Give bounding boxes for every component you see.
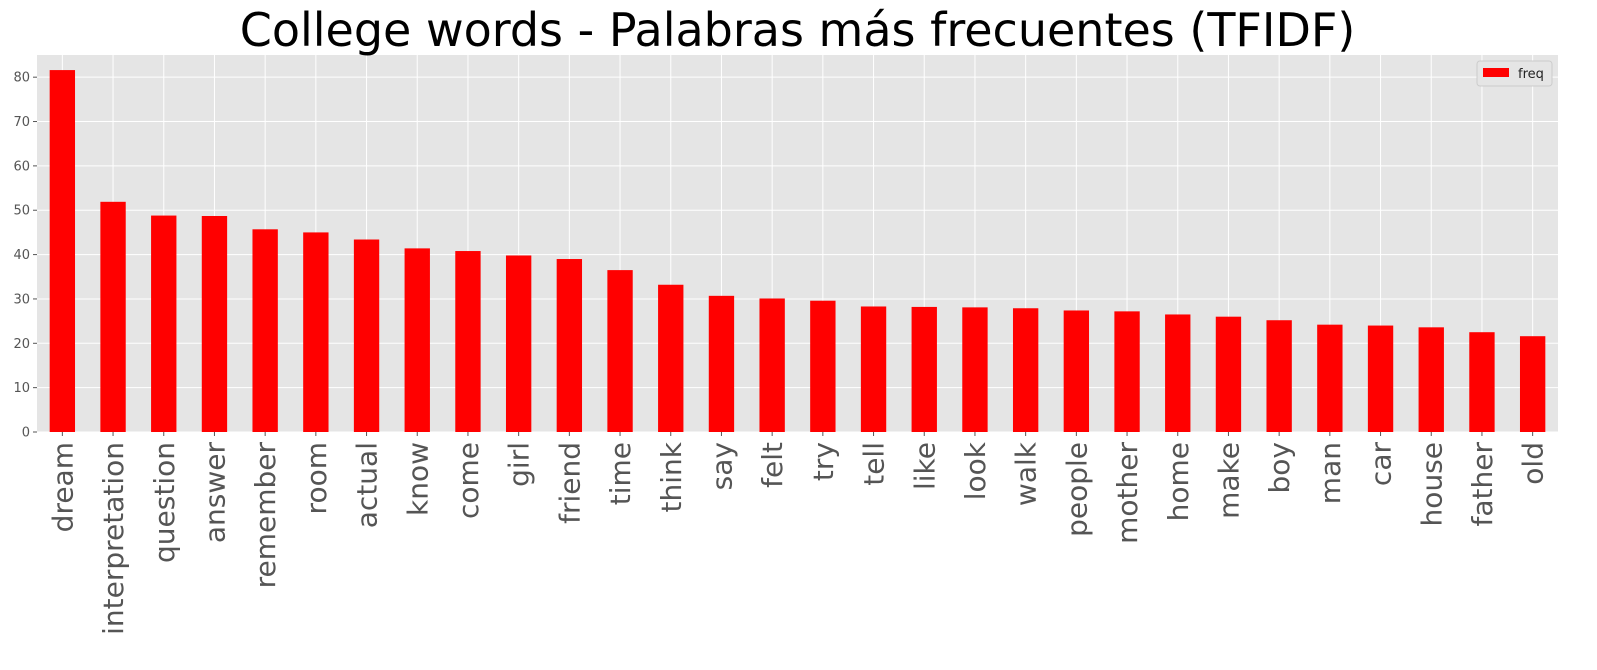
y-tick-label: 10 bbox=[13, 381, 30, 396]
bar-walk bbox=[1012, 308, 1039, 432]
y-tick-label: 70 bbox=[13, 115, 30, 130]
x-tick-label-car: car bbox=[1365, 442, 1398, 487]
bar-mother bbox=[1114, 311, 1140, 432]
bar-interpretation bbox=[100, 201, 126, 432]
y-tick-label: 60 bbox=[13, 159, 30, 174]
bars bbox=[49, 70, 1546, 432]
x-tick-label-friend: friend bbox=[553, 442, 586, 524]
chart-title: College words - Palabras más frecuentes … bbox=[240, 3, 1356, 57]
x-tick-label-house: house bbox=[1415, 442, 1448, 526]
x-tick-label-look: look bbox=[959, 441, 992, 500]
bar-make bbox=[1215, 316, 1242, 432]
x-tick-label-question: question bbox=[148, 442, 181, 563]
bar-boy bbox=[1266, 320, 1292, 432]
y-tick-label: 80 bbox=[13, 71, 30, 86]
bar-people bbox=[1063, 310, 1090, 432]
bar-tell bbox=[860, 306, 887, 432]
bar-know bbox=[404, 248, 430, 432]
legend: freq bbox=[1476, 60, 1553, 87]
x-tick-label-know: know bbox=[401, 442, 434, 516]
bar-answer bbox=[201, 216, 228, 432]
x-tick-label-room: room bbox=[300, 442, 333, 514]
bar-actual bbox=[353, 239, 380, 432]
y-axis-ticks: 0 10 20 30 40 50 60 70 80 bbox=[13, 71, 37, 441]
x-tick-label-come: come bbox=[452, 442, 485, 519]
bar-father bbox=[1469, 332, 1495, 432]
bar-room bbox=[303, 232, 329, 432]
y-tick-label: 20 bbox=[13, 337, 30, 352]
y-tick-label: 50 bbox=[13, 204, 30, 219]
legend-label: freq bbox=[1518, 67, 1544, 82]
y-tick-label: 40 bbox=[13, 248, 30, 263]
x-tick-label-people: people bbox=[1060, 442, 1093, 537]
x-tick-label-actual: actual bbox=[351, 442, 384, 528]
bar-come bbox=[455, 251, 481, 432]
bar-remember bbox=[252, 229, 278, 432]
bar-girl bbox=[505, 255, 532, 432]
x-tick-label-interpretation: interpretation bbox=[97, 442, 130, 635]
x-tick-label-think: think bbox=[655, 441, 688, 512]
bar-dream bbox=[49, 70, 76, 432]
x-tick-label-try: try bbox=[807, 442, 840, 481]
bar-like bbox=[911, 306, 937, 432]
x-tick-label-old: old bbox=[1517, 442, 1550, 485]
x-tick-label-dream: dream bbox=[46, 442, 79, 532]
bar-think bbox=[658, 284, 684, 432]
plot-area bbox=[37, 55, 1558, 432]
bar-home bbox=[1165, 314, 1191, 432]
x-tick-label-girl: girl bbox=[503, 442, 536, 487]
x-tick-label-remember: remember bbox=[249, 442, 282, 589]
x-tick-label-felt: felt bbox=[756, 442, 789, 488]
x-axis-ticks: dream interpretation question answer remembe… bbox=[46, 432, 1550, 635]
bar-look bbox=[962, 307, 988, 432]
bar-try bbox=[810, 300, 836, 432]
x-tick-label-father: father bbox=[1466, 442, 1499, 527]
bar-say bbox=[708, 295, 735, 432]
bar-felt bbox=[759, 298, 785, 432]
x-tick-label-walk: walk bbox=[1010, 441, 1043, 506]
bar-man bbox=[1317, 324, 1343, 432]
bar-time bbox=[607, 270, 633, 432]
x-tick-label-like: like bbox=[908, 442, 941, 490]
x-tick-label-time: time bbox=[604, 442, 637, 505]
x-tick-label-answer: answer bbox=[198, 442, 231, 544]
x-tick-label-boy: boy bbox=[1263, 442, 1296, 493]
x-tick-label-say: say bbox=[705, 442, 738, 490]
y-tick-label: 0 bbox=[22, 426, 30, 441]
x-tick-label-make: make bbox=[1212, 442, 1245, 519]
x-tick-label-man: man bbox=[1314, 442, 1347, 504]
bar-friend bbox=[556, 259, 583, 432]
bar-house bbox=[1418, 327, 1444, 432]
bar-car bbox=[1367, 325, 1394, 432]
legend-swatch bbox=[1483, 68, 1509, 77]
y-tick-label: 30 bbox=[13, 292, 30, 307]
bar-question bbox=[151, 215, 177, 432]
bar-old bbox=[1519, 336, 1546, 432]
x-tick-label-mother: mother bbox=[1111, 442, 1144, 544]
x-tick-label-home: home bbox=[1162, 442, 1195, 521]
x-tick-label-tell: tell bbox=[858, 442, 891, 486]
legend-box bbox=[1476, 60, 1553, 87]
